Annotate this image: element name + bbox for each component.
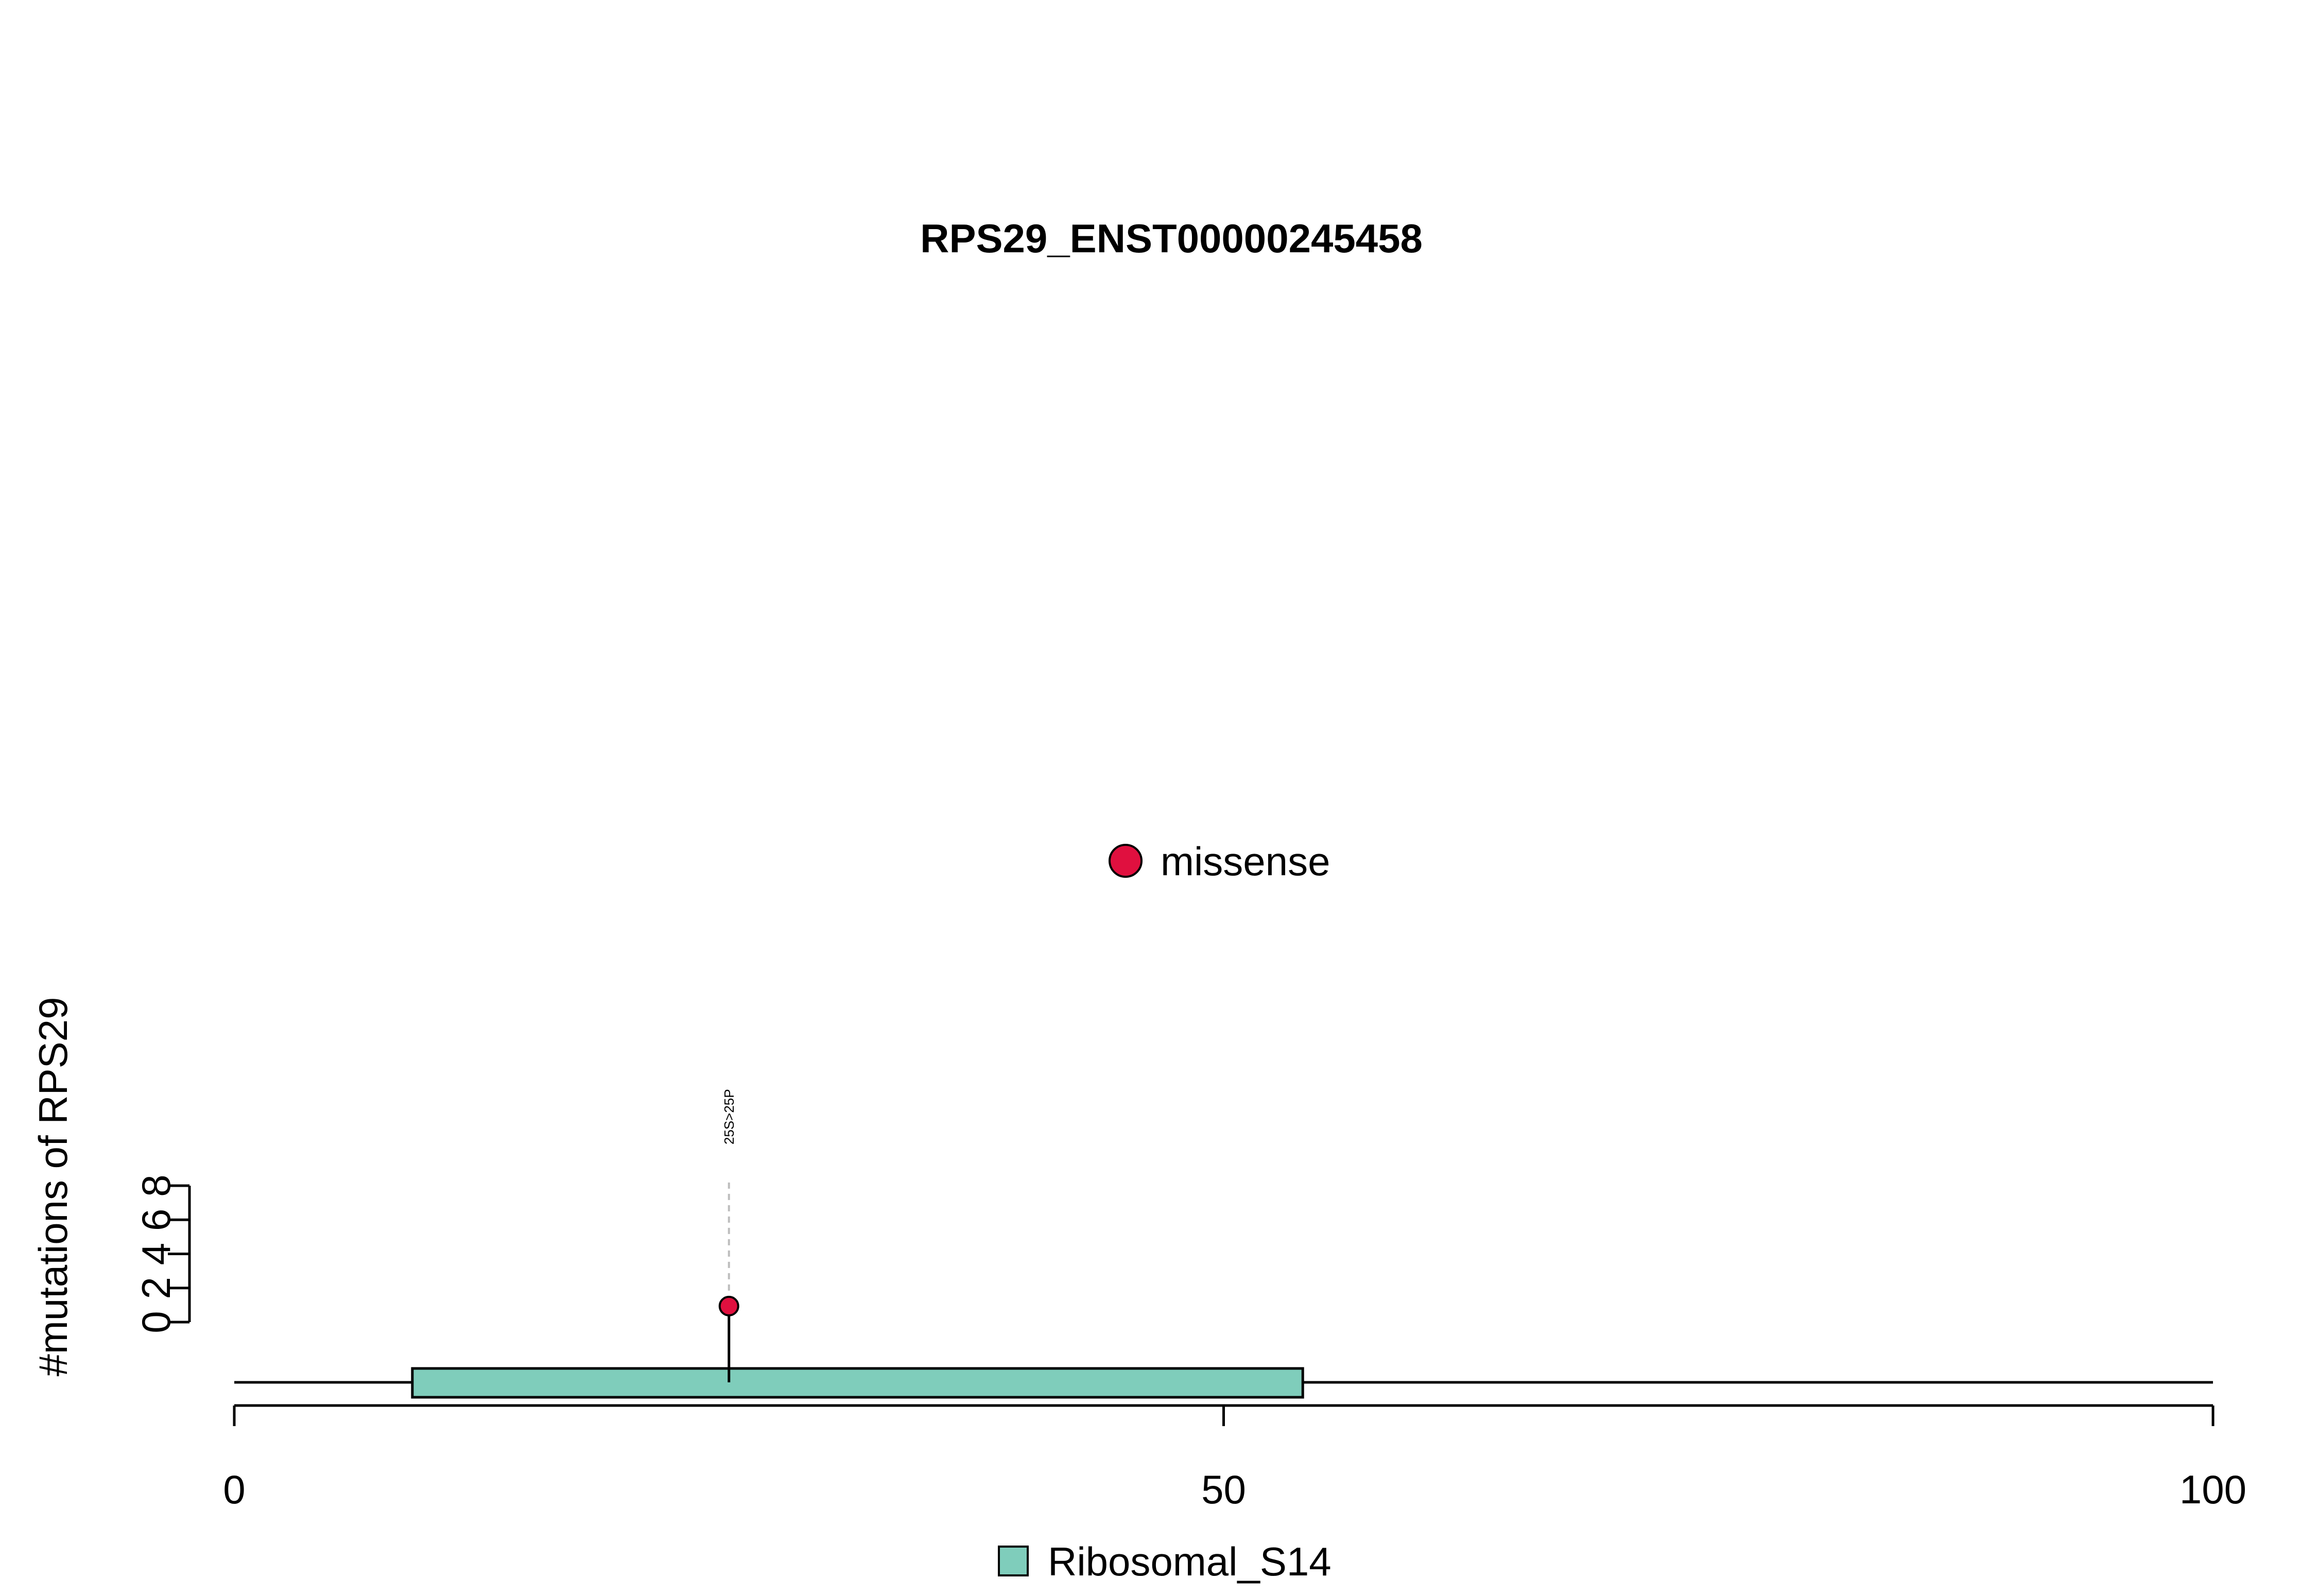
y-tick-label: 2 bbox=[133, 1277, 179, 1299]
y-tick-label: 4 bbox=[133, 1243, 179, 1265]
x-tick-label: 50 bbox=[1201, 1467, 1246, 1512]
lollipop-layer: 25S>25P bbox=[718, 1089, 739, 1382]
mutation-label: 25S>25P bbox=[721, 1089, 737, 1144]
y-tick-label: 6 bbox=[133, 1209, 179, 1231]
mutation-legend: missense bbox=[1109, 839, 1330, 884]
lollipop-head bbox=[718, 1295, 739, 1316]
chart-title: RPS29_ENST00000245458 bbox=[920, 216, 1423, 261]
domain-layer bbox=[411, 1367, 1304, 1399]
x-tick-label: 100 bbox=[2180, 1467, 2246, 1512]
ribosomal-s14-legend-label: Ribosomal_S14 bbox=[1048, 1539, 1332, 1584]
x-axis: 0 50 100 bbox=[223, 1404, 2246, 1512]
ribosomal-s14-legend-swatch-icon bbox=[998, 1546, 1029, 1576]
domain-box-ribosomal-s14 bbox=[411, 1367, 1304, 1399]
domain-legend: Ribosomal_S14 bbox=[998, 1539, 1332, 1584]
y-tick-label: 0 bbox=[133, 1311, 179, 1333]
y-tick-label: 8 bbox=[133, 1174, 179, 1196]
missense-legend-label: missense bbox=[1161, 839, 1330, 884]
x-tick-label: 0 bbox=[223, 1467, 245, 1512]
y-axis: 0 2 4 6 8 bbox=[133, 1174, 191, 1333]
missense-legend-marker-icon bbox=[1109, 844, 1143, 878]
y-axis-label: #mutations of RPS29 bbox=[30, 997, 76, 1376]
